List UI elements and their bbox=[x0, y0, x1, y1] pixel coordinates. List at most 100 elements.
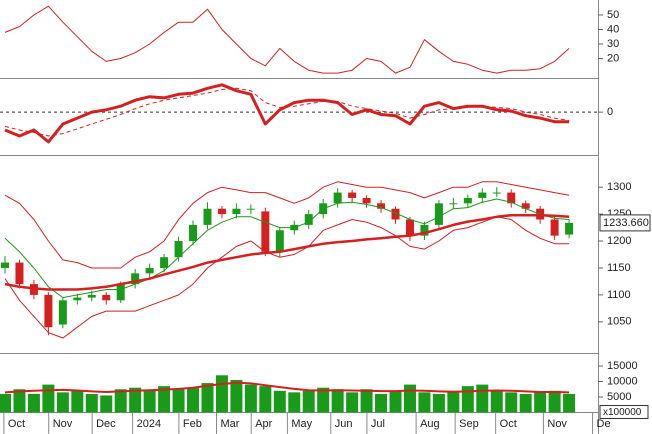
y-tick-label: 0 bbox=[607, 106, 613, 118]
candle-body bbox=[261, 211, 270, 252]
candle-body bbox=[174, 241, 183, 258]
x-tick-label: Oct bbox=[8, 418, 25, 430]
candle-body bbox=[217, 208, 226, 215]
x-tick-label: De bbox=[597, 418, 611, 430]
volume-bar bbox=[172, 389, 185, 413]
x-tick-label: Jun bbox=[335, 418, 353, 430]
volume-bar bbox=[389, 390, 402, 413]
candle-body bbox=[232, 208, 241, 215]
volume-bar bbox=[534, 392, 547, 413]
candle-body bbox=[507, 192, 516, 204]
x-tick-label: Jul bbox=[371, 418, 385, 430]
y-tick-label: 50 bbox=[607, 9, 619, 21]
candle-body bbox=[521, 203, 530, 209]
volume-bar bbox=[317, 387, 330, 413]
volume-bar bbox=[418, 392, 431, 413]
candle-body bbox=[492, 192, 501, 194]
volume-bar bbox=[548, 390, 561, 413]
series-line bbox=[4, 198, 570, 299]
candle-body bbox=[58, 300, 67, 325]
y-tick-label: 1200 bbox=[607, 235, 631, 247]
volume-bar bbox=[461, 386, 474, 413]
x-tick-label: Oct bbox=[500, 418, 517, 430]
volume-bar bbox=[71, 390, 84, 413]
volume-bar bbox=[85, 393, 98, 413]
volume-bar bbox=[0, 393, 11, 413]
candle-body bbox=[362, 197, 371, 204]
volume-bar bbox=[288, 392, 301, 413]
volume-bar bbox=[56, 392, 69, 413]
y-tick-label: 20 bbox=[607, 52, 619, 64]
volume-bar bbox=[187, 387, 200, 413]
y-tick-label: 1300 bbox=[607, 181, 631, 193]
y-tick-label: 5000 bbox=[607, 391, 631, 403]
series-line bbox=[4, 216, 570, 339]
x-tick-label: Feb bbox=[183, 418, 202, 430]
series-line bbox=[4, 181, 570, 269]
candle-body bbox=[44, 294, 53, 328]
candle-body bbox=[565, 222, 574, 235]
candle-body bbox=[420, 224, 429, 236]
volume-bar bbox=[519, 393, 532, 413]
volume-bar bbox=[563, 393, 576, 413]
candle-body bbox=[449, 203, 458, 205]
volume-bar bbox=[114, 389, 127, 413]
candle-body bbox=[434, 203, 443, 225]
y-tick-label: 1100 bbox=[607, 289, 631, 301]
x-tick-label: Dec bbox=[96, 418, 116, 430]
volume-bar bbox=[432, 393, 445, 413]
series-line bbox=[4, 5, 570, 74]
candle-body bbox=[87, 294, 96, 298]
volume-bar bbox=[143, 390, 156, 413]
x-tick-label: 2024 bbox=[137, 418, 161, 430]
volume-bar bbox=[447, 390, 460, 413]
volume-bar bbox=[375, 393, 388, 413]
volume-bar bbox=[100, 395, 113, 413]
volume-bar bbox=[476, 384, 489, 413]
unit-label: x100000 bbox=[603, 407, 642, 418]
candle-body bbox=[333, 192, 342, 204]
x-tick-label: Nov bbox=[53, 418, 73, 430]
candle-body bbox=[189, 224, 198, 242]
series-line bbox=[4, 83, 570, 144]
volume-bar bbox=[27, 393, 40, 413]
candle-body bbox=[246, 208, 255, 210]
volume-bar bbox=[346, 392, 359, 413]
candle-body bbox=[405, 219, 414, 236]
volume-bar bbox=[42, 384, 55, 413]
candle-body bbox=[463, 197, 472, 204]
candle-body bbox=[377, 203, 386, 209]
volume-bar bbox=[259, 386, 272, 413]
candle-body bbox=[391, 208, 400, 220]
volume-bar bbox=[403, 384, 416, 413]
candle-body bbox=[131, 273, 140, 285]
candle-body bbox=[15, 262, 24, 285]
volume-bar bbox=[13, 389, 26, 413]
series-line bbox=[4, 213, 570, 291]
volume-bar bbox=[201, 383, 214, 413]
last-price-label: 1233.660 bbox=[603, 217, 649, 229]
volume-bar bbox=[505, 392, 518, 413]
y-tick-label: 15000 bbox=[607, 360, 638, 372]
candle-body bbox=[275, 230, 284, 252]
x-tick-label: Aug bbox=[420, 418, 440, 430]
candle-body bbox=[304, 214, 313, 225]
x-tick-label: May bbox=[291, 418, 312, 430]
y-tick-label: 1050 bbox=[607, 316, 631, 328]
volume-bar bbox=[331, 389, 344, 413]
unit-box bbox=[599, 405, 649, 419]
volume-bar bbox=[302, 390, 315, 413]
candle-body bbox=[145, 267, 154, 274]
candle-body bbox=[1, 262, 9, 268]
series-line bbox=[4, 87, 570, 137]
x-tick-label: Nov bbox=[547, 418, 567, 430]
candle-body bbox=[160, 257, 169, 268]
x-tick-label: Sep bbox=[459, 418, 479, 430]
x-tick-label: Mar bbox=[221, 418, 240, 430]
candle-body bbox=[348, 192, 357, 198]
candle-body bbox=[116, 284, 125, 301]
volume-bar bbox=[244, 384, 257, 413]
candle-body bbox=[73, 297, 82, 301]
volume-bar bbox=[129, 387, 142, 413]
